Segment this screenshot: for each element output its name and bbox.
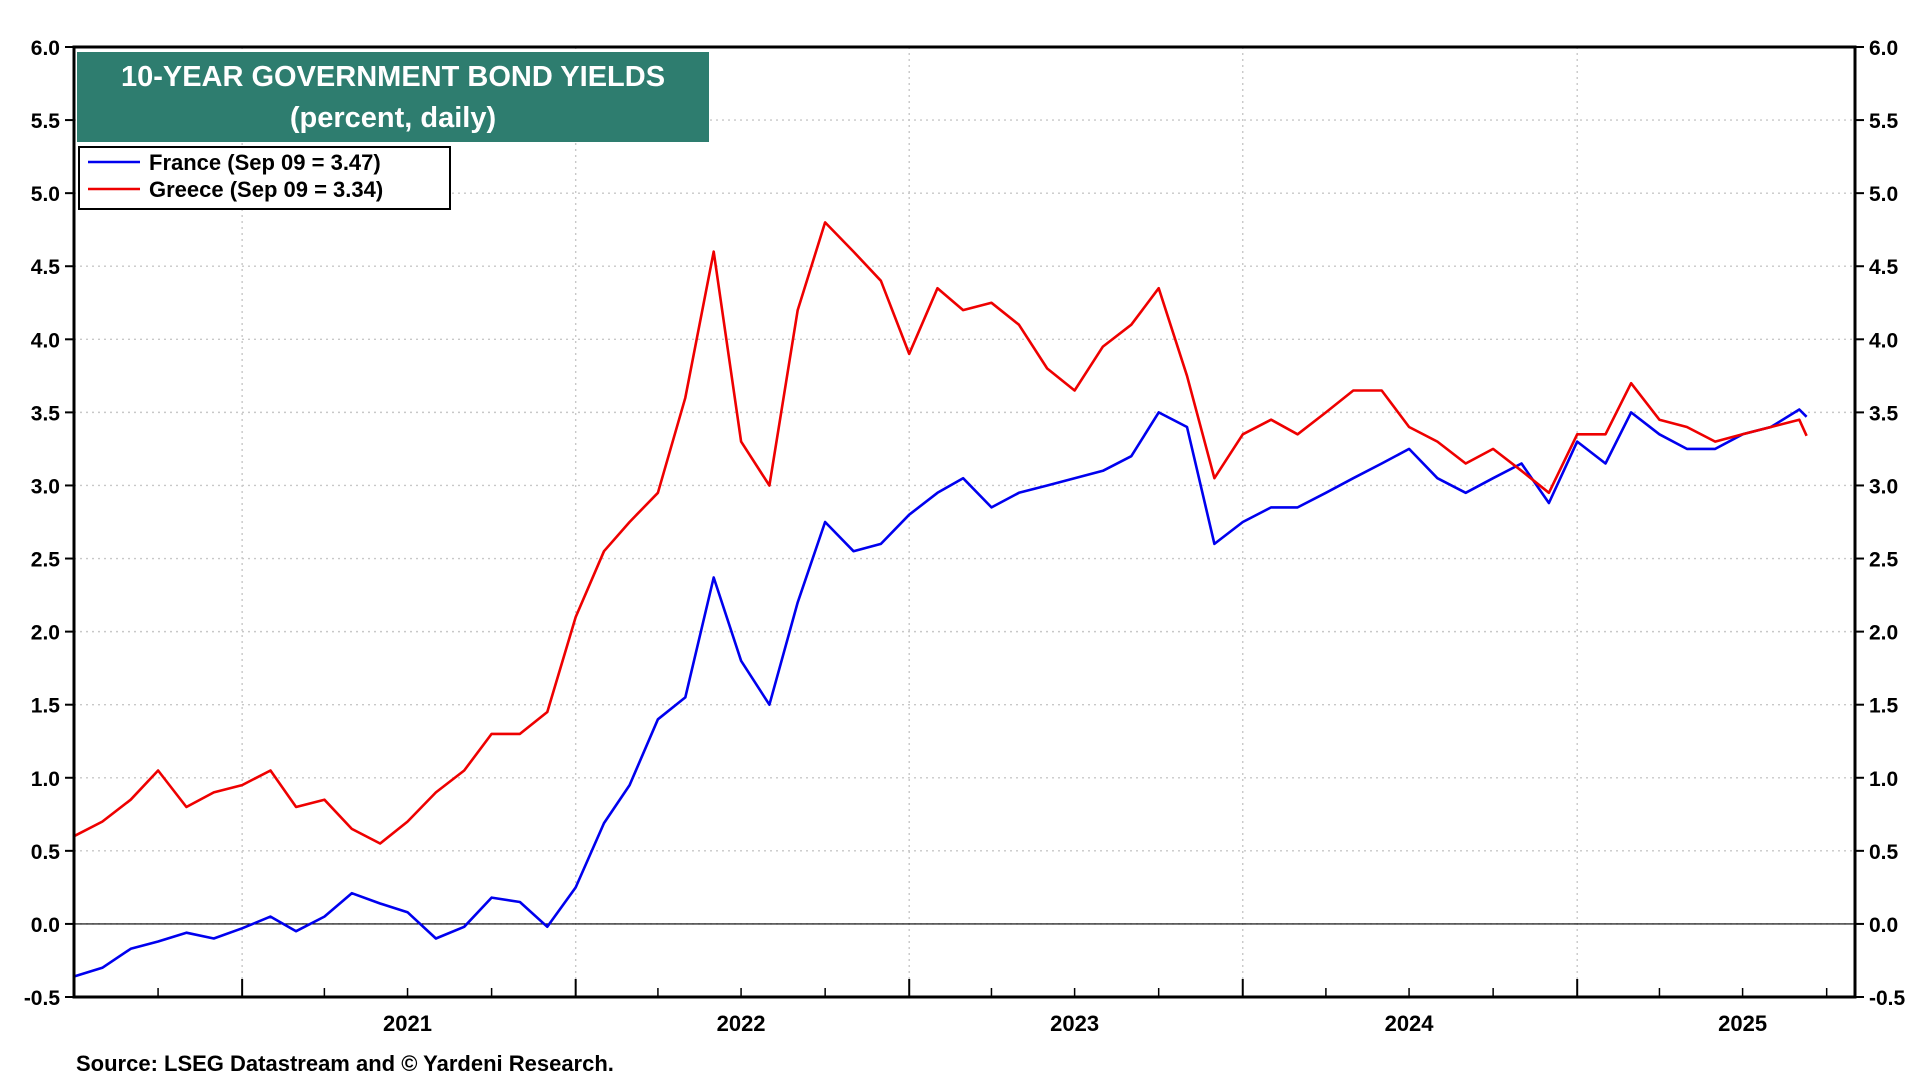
source-note: Source: LSEG Datastream and © Yardeni Re… (76, 1051, 614, 1076)
y-tick-label-left: -0.5 (24, 987, 61, 1010)
y-tick-label-right: 0.5 (1869, 841, 1899, 864)
y-tick-label-left: 4.0 (31, 329, 60, 352)
y-tick-label-right: 5.0 (1869, 183, 1898, 206)
y-tick-label-left: 0.0 (31, 914, 60, 937)
x-axis: 2021 2022 2023 2024 2025 (157, 979, 1828, 1036)
y-tick-label-left: 1.0 (31, 768, 60, 791)
y-tick-label-right: 4.5 (1869, 256, 1899, 279)
y-tick-label-left: 6.0 (31, 37, 60, 60)
y-tick-label-left: 5.0 (31, 183, 60, 206)
chart-subtitle: (percent, daily) (290, 102, 496, 134)
legend-label-greece: Greece (Sep 09 = 3.34) (149, 177, 383, 202)
y-tick-label-left: 5.5 (31, 110, 61, 133)
series-lines (73, 221, 1808, 978)
y-tick-label-left: 1.5 (31, 695, 61, 718)
chart-title: 10-YEAR GOVERNMENT BOND YIELDS (121, 61, 665, 93)
y-tick-label-left: 2.5 (31, 549, 61, 572)
x-tick-label: 2023 (1050, 1011, 1099, 1036)
y-tick-label-right: 0.0 (1869, 914, 1898, 937)
x-tick-label: 2024 (1385, 1011, 1435, 1036)
y-tick-label-right: 3.5 (1869, 402, 1899, 425)
y-axis-left: 6.0 5.5 5.0 4.5 4.0 3.5 3.0 2.5 2.0 1.5 1.0 0.5 0.0 -… (24, 37, 74, 1010)
plot-frame (72, 45, 1857, 999)
x-tick-label: 2025 (1718, 1011, 1767, 1036)
y-tick-label-left: 2.0 (31, 622, 60, 645)
x-tick-label: 2021 (383, 1011, 432, 1036)
series-line-france (73, 408, 1808, 978)
y-axis-right: 6.0 5.5 5.0 4.5 4.0 3.5 3.0 2.5 2.0 1.5 1.0 0.5 0.0 -… (1855, 37, 1906, 1010)
y-tick-label-right: 6.0 (1869, 37, 1898, 60)
title-box: 10-YEAR GOVERNMENT BOND YIELDS (percent,… (77, 52, 709, 142)
y-tick-label-right: 4.0 (1869, 329, 1898, 352)
y-tick-label-right: 1.5 (1869, 695, 1899, 718)
y-tick-label-left: 0.5 (31, 841, 61, 864)
y-tick-label-right: 5.5 (1869, 110, 1899, 133)
y-tick-label-left: 3.0 (31, 475, 60, 498)
y-tick-label-left: 4.5 (31, 256, 61, 279)
x-tick-label: 2022 (717, 1011, 766, 1036)
legend-label-france: France (Sep 09 = 3.47) (149, 150, 381, 175)
y-tick-label-right: 2.0 (1869, 622, 1898, 645)
y-tick-label-right: -0.5 (1869, 987, 1906, 1010)
y-tick-label-right: 1.0 (1869, 768, 1898, 791)
series-line-greece (73, 221, 1808, 845)
legend: France (Sep 09 = 3.47) Greece (Sep 09 = … (78, 146, 451, 210)
y-tick-label-left: 3.5 (31, 402, 61, 425)
y-tick-label-right: 2.5 (1869, 549, 1899, 572)
y-tick-label-right: 3.0 (1869, 475, 1898, 498)
